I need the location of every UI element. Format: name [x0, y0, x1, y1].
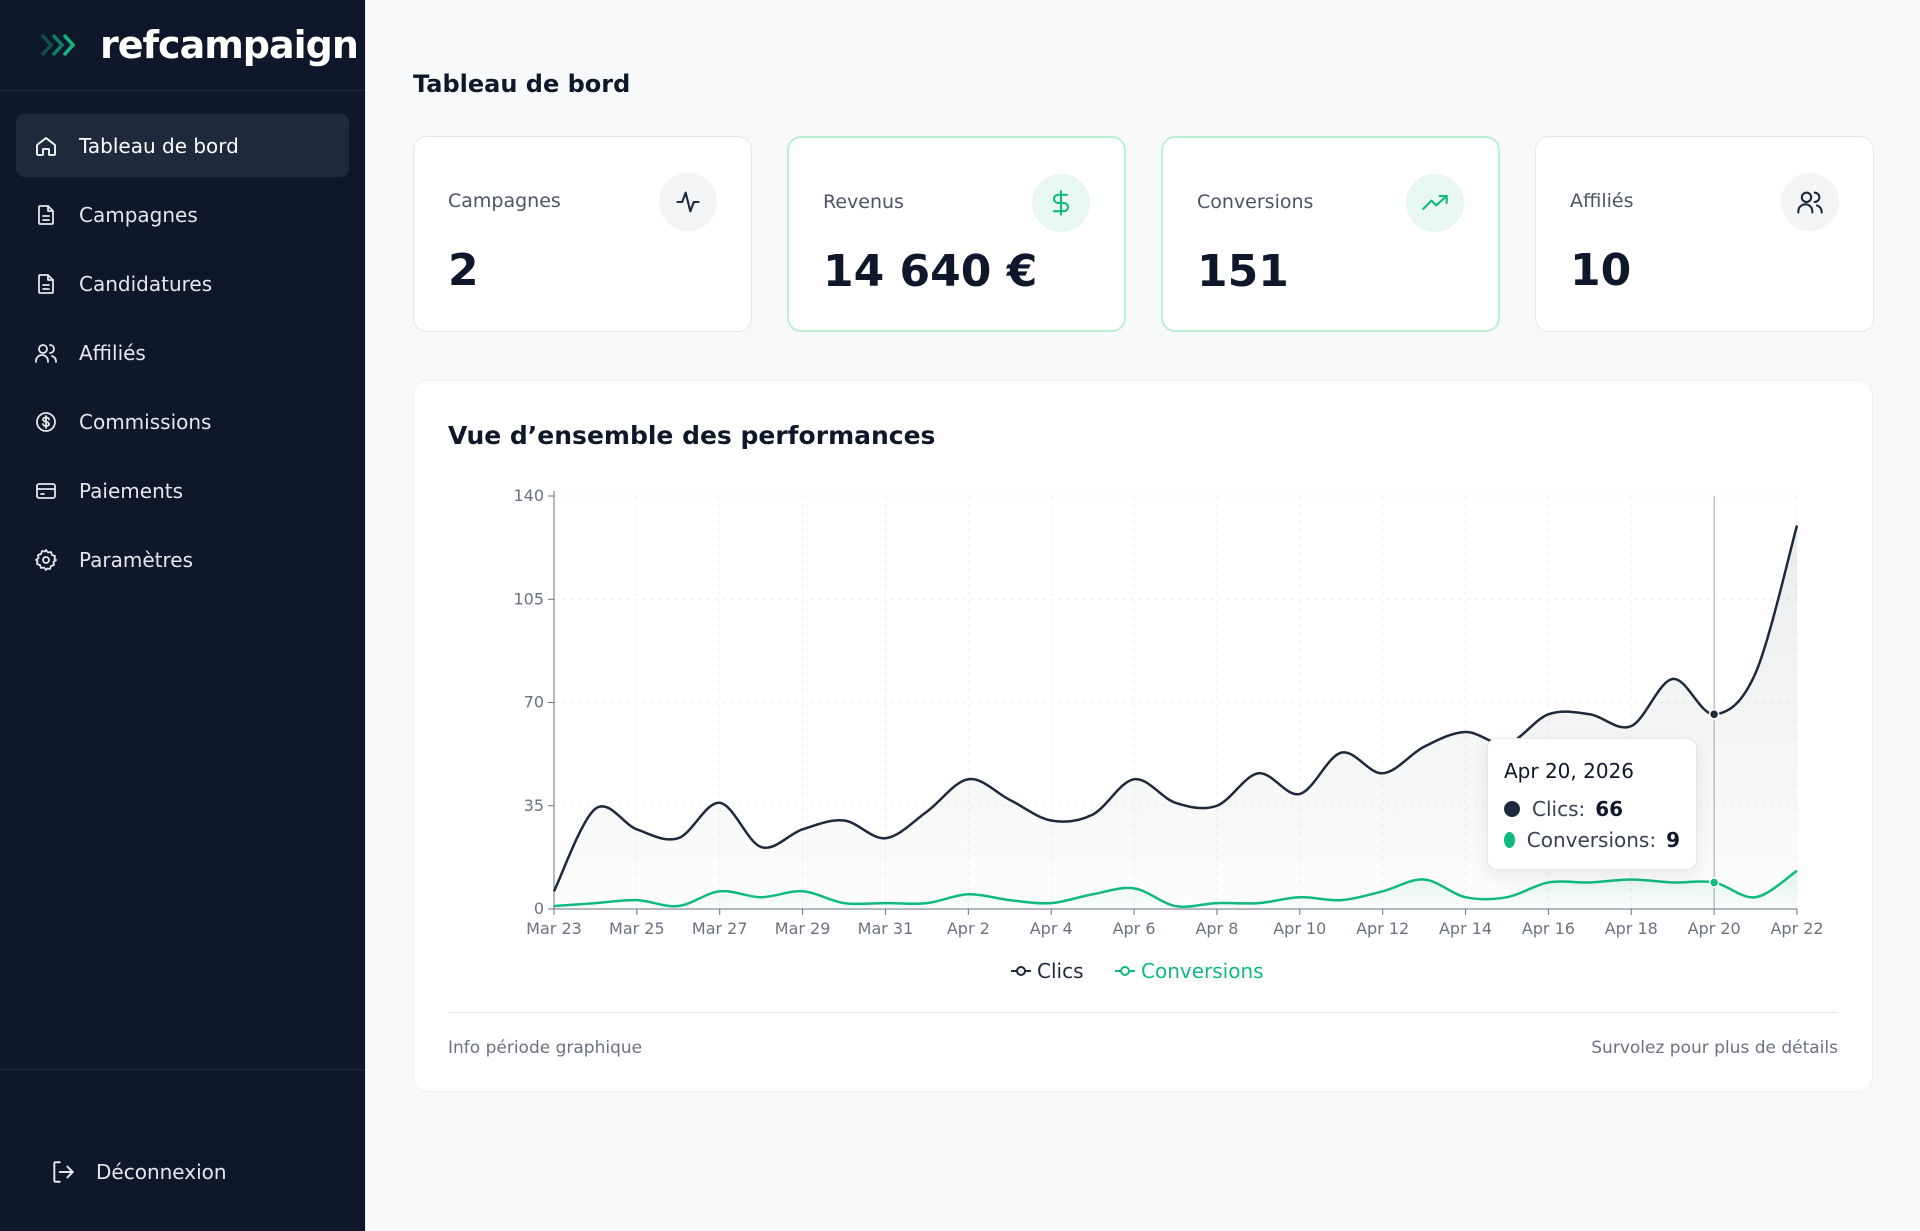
- document-icon: [33, 202, 59, 228]
- chart-footer-info: Info période graphique: [448, 1038, 643, 1058]
- clics-dot-icon: [1504, 801, 1520, 817]
- credit-card-icon: [33, 478, 59, 504]
- tooltip-row-conversions: Conversions: 9: [1504, 828, 1680, 852]
- gear-icon: [33, 547, 59, 573]
- x-tick-label: Mar 31: [858, 919, 914, 938]
- sidebar-item-applications[interactable]: Candidatures: [16, 252, 349, 315]
- document-icon: [33, 271, 59, 297]
- sidebar-nav: Tableau de bord Campagnes Candidatures A…: [0, 91, 365, 1069]
- main-content: Tableau de bord Campagnes 2 Revenus 14 6…: [365, 0, 1920, 1231]
- x-tick-label: Apr 6: [1113, 919, 1156, 938]
- page-title: Tableau de bord: [413, 70, 631, 98]
- stat-card-revenue: Revenus 14 640 €: [787, 136, 1126, 332]
- tooltip-label: Conversions:: [1526, 828, 1657, 852]
- trending-up-icon: [1406, 174, 1464, 232]
- chart-title: Vue d’ensemble des performances: [448, 421, 936, 450]
- sidebar-footer: Déconnexion: [0, 1069, 365, 1231]
- tooltip-value: 9: [1666, 828, 1680, 852]
- sidebar-item-label: Candidatures: [79, 271, 213, 296]
- tooltip-row-clics: Clics: 66: [1504, 797, 1680, 821]
- stat-label: Conversions: [1197, 191, 1314, 213]
- y-tick-label: 140: [513, 486, 544, 505]
- x-tick-label: Apr 4: [1030, 919, 1073, 938]
- x-tick-label: Mar 25: [609, 919, 665, 938]
- tooltip-label: Clics:: [1532, 797, 1586, 821]
- legend-marker-clics: [1016, 966, 1026, 976]
- stat-label: Affiliés: [1570, 190, 1634, 212]
- performance-chart-card: Vue d’ensemble des performances 0 35 70 105…: [413, 380, 1873, 1092]
- y-tick-label: 35: [524, 796, 544, 815]
- x-tick-label: Apr 2: [947, 919, 990, 938]
- sidebar-item-label: Paramètres: [79, 547, 194, 572]
- x-tick-label: Apr 12: [1356, 919, 1409, 938]
- brand[interactable]: refcampaign: [0, 0, 365, 91]
- legend-marker-conversions: [1120, 966, 1130, 976]
- stat-value: 10: [1570, 245, 1632, 296]
- x-tick-label: Mar 23: [526, 919, 582, 938]
- sidebar-item-dashboard[interactable]: Tableau de bord: [16, 114, 349, 177]
- chevrons-logo-icon: [40, 33, 76, 57]
- dollar-circle-icon: [33, 409, 59, 435]
- dollar-icon: [1032, 174, 1090, 232]
- chart-tooltip: Apr 20, 2026 Clics: 66 Conversions: 9: [1487, 738, 1697, 870]
- users-icon: [33, 340, 59, 366]
- sidebar-item-settings[interactable]: Paramètres: [16, 528, 349, 591]
- sidebar-item-label: Commissions: [79, 409, 212, 434]
- stat-label: Campagnes: [448, 190, 561, 212]
- chart-footer: Info période graphique Survolez pour plu…: [448, 1012, 1838, 1058]
- users-icon: [1781, 173, 1839, 231]
- home-icon: [33, 133, 59, 159]
- sidebar-item-affiliates[interactable]: Affiliés: [16, 321, 349, 384]
- active-point-clics: [1708, 709, 1720, 720]
- x-tick-label: Mar 27: [692, 919, 748, 938]
- logout-icon: [53, 1161, 74, 1183]
- stat-card-affiliates: Affiliés 10: [1535, 136, 1874, 332]
- performance-chart[interactable]: 0 35 70 105 140 Mar 23 Mar 25 Mar 27 Mar 29 Mar 3…: [414, 381, 1874, 1001]
- stat-label: Revenus: [823, 191, 904, 213]
- active-point-conversions: [1708, 877, 1720, 888]
- series-area-clics: [554, 525, 1797, 909]
- conversions-dot-icon: [1504, 832, 1515, 848]
- sidebar-item-payments[interactable]: Paiements: [16, 459, 349, 522]
- stat-value: 14 640 €: [823, 246, 1038, 297]
- sidebar: refcampaign Tableau de bord Campagnes Ca…: [0, 0, 365, 1231]
- logout-label: Déconnexion: [96, 1160, 227, 1184]
- sidebar-item-label: Campagnes: [79, 202, 198, 227]
- x-tick-label: Mar 29: [775, 919, 831, 938]
- legend-label-clics: Clics: [1037, 959, 1084, 983]
- x-tick-label: Apr 20: [1688, 919, 1741, 938]
- x-tick-label: Apr 22: [1770, 919, 1823, 938]
- sidebar-item-commissions[interactable]: Commissions: [16, 390, 349, 453]
- sidebar-item-label: Paiements: [79, 478, 184, 503]
- chart-footer-hint: Survolez pour plus de détails: [1591, 1038, 1838, 1058]
- stat-value: 2: [448, 245, 479, 296]
- x-tick-label: Apr 10: [1273, 919, 1326, 938]
- x-tick-label: Apr 16: [1522, 919, 1575, 938]
- x-tick-label: Apr 14: [1439, 919, 1492, 938]
- stat-card-conversions: Conversions 151: [1161, 136, 1500, 332]
- x-tick-label: Apr 8: [1195, 919, 1238, 938]
- legend-label-conversions: Conversions: [1141, 959, 1264, 983]
- stat-value: 151: [1197, 246, 1289, 297]
- tooltip-value: 66: [1595, 797, 1624, 821]
- series-line-clics: [552, 525, 1799, 892]
- logout-button[interactable]: Déconnexion: [50, 1159, 227, 1185]
- brand-name: refcampaign: [100, 23, 359, 67]
- tooltip-date: Apr 20, 2026: [1504, 759, 1635, 783]
- series-line-conversions: [553, 869, 1798, 908]
- x-tick-label: Apr 18: [1605, 919, 1658, 938]
- y-tick-label: 70: [524, 693, 544, 712]
- y-tick-label: 105: [513, 589, 544, 608]
- sidebar-item-label: Tableau de bord: [79, 133, 239, 158]
- activity-icon: [659, 173, 717, 231]
- sidebar-item-campaigns[interactable]: Campagnes: [16, 183, 349, 246]
- sidebar-item-label: Affiliés: [79, 340, 146, 365]
- y-tick-label: 0: [534, 899, 544, 918]
- stat-card-campaigns: Campagnes 2: [413, 136, 752, 332]
